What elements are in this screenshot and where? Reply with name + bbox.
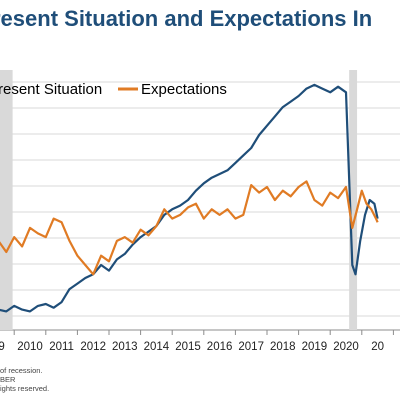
x-axis-ticks: 09 2010 2011 2012 2013 2014 2015 2016 2017 2018 20… [0,330,394,353]
legend: resent Situation Expectations [0,81,227,98]
legend-label: Expectations [141,81,227,98]
x-tick-label: 2014 [144,341,170,353]
x-tick-label: 2013 [112,341,138,353]
recession-band [349,70,358,330]
x-tick-label: 2015 [175,341,201,353]
footnote-line: ights reserved. [0,384,50,393]
footnote-line: BER [0,375,16,384]
x-tick-label: 2018 [270,341,296,353]
recession-bands [0,70,358,330]
footnote-line: of recession. [0,366,43,375]
recession-band [0,70,13,330]
x-tick-label: 09 [0,341,5,353]
legend-label: resent Situation [0,81,102,98]
chart-title: resent Situation and Expectations In [0,6,373,31]
series-line [0,83,379,313]
x-tick-label: 2011 [49,341,74,353]
x-tick-label: 2017 [238,341,264,353]
x-tick-label: 2019 [302,341,328,353]
x-tick-label: 2012 [80,341,106,353]
grid-lines [0,81,400,331]
x-tick-label: 2016 [207,341,233,353]
x-tick-label: 2020 [333,341,359,353]
x-tick-label: 2010 [17,341,43,353]
footnote: of recession. BER ights reserved. [0,366,49,393]
series-line [0,180,379,276]
series-lines [0,83,379,313]
x-tick-label: 20 [371,341,384,353]
